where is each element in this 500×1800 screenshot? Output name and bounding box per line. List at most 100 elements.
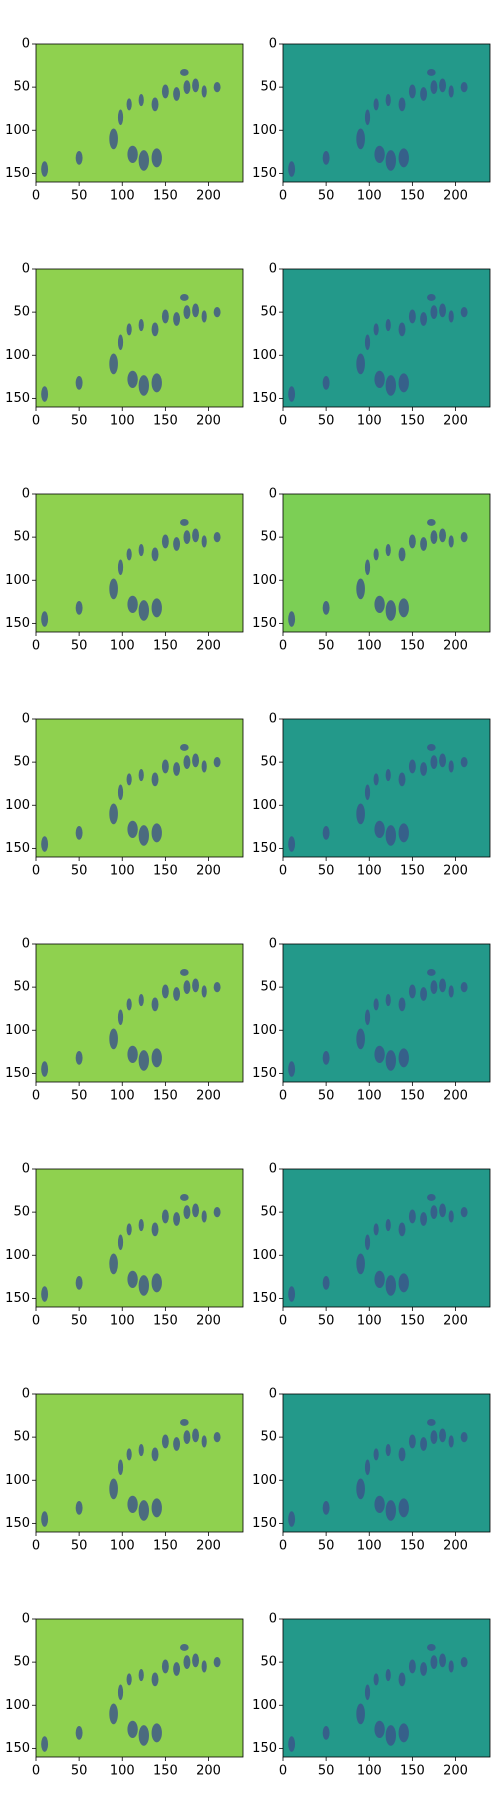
x-tick-label: 100: [110, 1314, 135, 1329]
figure-blob: [448, 1435, 454, 1448]
figure-blob: [117, 1234, 124, 1251]
figure-blob: [374, 370, 385, 389]
figure-blob: [460, 81, 468, 93]
y-tick-label: 0: [269, 37, 277, 52]
y-tick-label: 0: [22, 937, 30, 952]
figure-blob: [385, 544, 391, 557]
y-tick-label: 100: [252, 798, 277, 813]
y-tick-label: 150: [252, 1741, 277, 1756]
subplot: 0 50 100 150 200 0 50 100 150: [252, 37, 491, 204]
figure-blob: [183, 305, 191, 320]
figure-blob: [41, 1061, 49, 1077]
image-figures: [41, 744, 221, 852]
figure-blob: [75, 1050, 83, 1065]
subplot: 0 50 100 150 200 0 50 100 150: [5, 37, 244, 204]
figure-blob: [385, 600, 396, 621]
axes-frame: [282, 718, 491, 858]
image-figures: [288, 1194, 468, 1302]
figure-blob: [41, 161, 49, 177]
figure-blob: [398, 1048, 409, 1068]
figure-blob: [398, 1672, 406, 1687]
x-tick-label: 0: [32, 189, 40, 204]
figure-blob: [213, 1206, 221, 1218]
figure-blob: [408, 84, 416, 99]
figure-blob: [173, 987, 181, 1001]
x-tick-label: 100: [110, 189, 135, 204]
x-tick-label: 150: [400, 1314, 425, 1329]
figure-blob: [173, 1662, 181, 1676]
subplot: 0 50 100 150 200 0 50 100 150: [5, 712, 244, 879]
figure-blob: [192, 1428, 200, 1443]
figure-blob: [322, 600, 330, 615]
figure-blob: [420, 1662, 428, 1676]
figure-blob: [373, 98, 379, 111]
figure-blob: [173, 87, 181, 101]
image-figures: [41, 1194, 221, 1302]
y-tick-label: 50: [13, 530, 30, 545]
figure-blob: [448, 535, 454, 548]
y-tick-label: 100: [5, 798, 30, 813]
y-tick-label: 150: [5, 1741, 30, 1756]
axes-frame: [35, 943, 244, 1083]
x-tick-label: 150: [153, 1764, 178, 1779]
figure-blob: [173, 312, 181, 326]
figure-blob: [322, 825, 330, 840]
axes-frame: [282, 1618, 491, 1758]
figure-blob: [192, 528, 200, 543]
figure-blob: [127, 595, 138, 614]
figure-blob: [138, 544, 144, 557]
figure-blob: [213, 531, 221, 543]
figure-blob: [374, 145, 385, 164]
x-tick-label: 100: [357, 639, 382, 654]
y-tick-label: 0: [269, 1162, 277, 1177]
figure-blob: [356, 1253, 365, 1275]
x-tick-label: 0: [279, 1764, 287, 1779]
figure-blob: [138, 1725, 149, 1746]
subplot: 0 50 100 150 200 0 50 100 150: [5, 262, 244, 429]
figure-blob: [127, 1720, 138, 1739]
figure-blob: [161, 984, 169, 999]
subplot: 0 50 100 150 200 0 50 100 150: [252, 262, 491, 429]
figure-blob: [460, 306, 468, 318]
figure-blob: [460, 1206, 468, 1218]
figure-blob: [138, 1275, 149, 1296]
figure-blob: [117, 1009, 124, 1026]
figure-blob: [109, 803, 118, 825]
figure-blob: [398, 1273, 409, 1293]
figure-blob: [213, 981, 221, 993]
x-tick-label: 0: [279, 189, 287, 204]
figure-blob: [138, 150, 149, 171]
x-tick-label: 100: [110, 864, 135, 879]
figure-blob: [385, 994, 391, 1007]
figure-blob: [75, 825, 83, 840]
image-figures: [288, 1419, 468, 1527]
y-tick-label: 150: [5, 1291, 30, 1306]
figure-blob: [385, 1275, 396, 1296]
figure-blob: [180, 744, 189, 751]
figure-blob: [126, 98, 132, 111]
figure-blob: [151, 1498, 162, 1518]
figure-blob: [151, 1672, 159, 1687]
figure-blob: [288, 1061, 296, 1077]
figure-blob: [192, 1203, 200, 1218]
figure-blob: [127, 1495, 138, 1514]
figure-blob: [398, 97, 406, 112]
image-figures: [41, 1644, 221, 1752]
image-figures: [41, 519, 221, 627]
figure-blob: [439, 303, 447, 318]
axes-frame: [282, 1168, 491, 1308]
figure-blob: [41, 836, 49, 852]
figure-blob: [138, 600, 149, 621]
figure-blob: [398, 1447, 406, 1462]
y-tick-label: 0: [269, 262, 277, 277]
image-figures: [288, 744, 468, 852]
figure-blob: [420, 537, 428, 551]
figure-blob: [126, 773, 132, 786]
figure-blob: [180, 294, 189, 301]
x-tick-label: 0: [279, 1314, 287, 1329]
figure-blob: [420, 87, 428, 101]
x-tick-label: 150: [153, 1314, 178, 1329]
y-tick-label: 150: [252, 166, 277, 181]
figure-blob: [138, 1050, 149, 1071]
